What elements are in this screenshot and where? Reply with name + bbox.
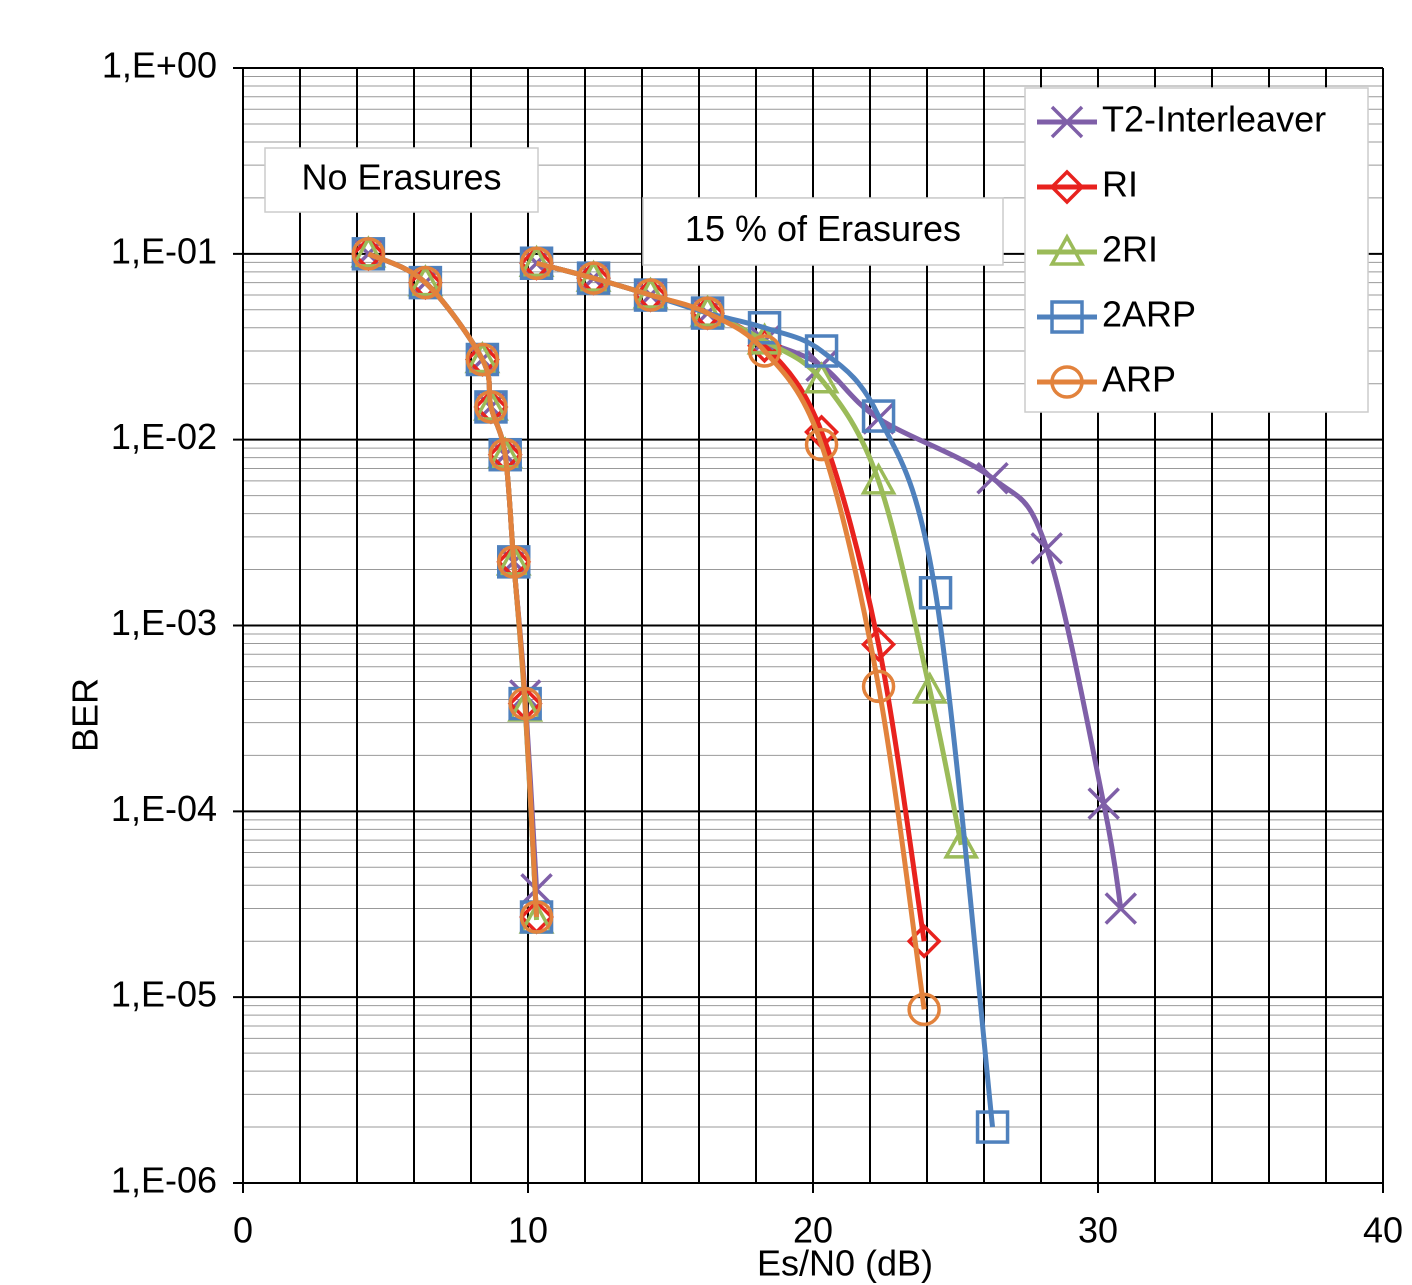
marker <box>747 311 782 345</box>
marker <box>408 265 443 300</box>
legend-marker <box>1049 169 1085 205</box>
marker <box>861 669 896 704</box>
annotation: 15 % of Erasures <box>685 208 961 249</box>
marker <box>472 388 509 421</box>
marker <box>860 462 897 495</box>
series-line <box>367 251 927 942</box>
marker <box>911 671 948 704</box>
y-tick-label: 1,E-05 <box>111 974 217 1015</box>
legend-marker <box>1049 233 1085 266</box>
marker <box>350 235 387 268</box>
marker <box>975 1110 1010 1144</box>
annotation-box <box>642 197 1004 266</box>
legend-marker <box>1050 105 1084 139</box>
legend-entry: 2ARP <box>1037 294 1196 335</box>
legend-entry: ARP <box>1037 359 1176 400</box>
marker <box>519 246 554 280</box>
marker <box>464 340 501 374</box>
marker <box>747 334 782 368</box>
marker <box>1087 787 1120 820</box>
y-tick-label: 1,E-06 <box>111 1160 217 1201</box>
x-tick-label: 10 <box>508 1210 548 1251</box>
marker <box>1030 532 1063 565</box>
marker <box>861 399 896 433</box>
legend-label: 2RI <box>1102 229 1158 270</box>
y-axis-title: BER <box>65 678 106 752</box>
marker <box>474 390 508 424</box>
marker <box>804 334 839 368</box>
y-tick-label: 1,E-01 <box>111 230 217 271</box>
marker <box>465 342 500 377</box>
legend-marker <box>1050 300 1084 334</box>
legend-entry: RI <box>1037 164 1138 205</box>
x-tick-label: 40 <box>1363 1210 1403 1251</box>
y-tick-label: 1,E+00 <box>102 45 217 86</box>
series-line <box>367 251 996 1128</box>
x-axis-title: Es/N0 (dB) <box>757 1243 933 1284</box>
marker <box>804 427 839 462</box>
series-line <box>367 251 1124 909</box>
series-line <box>367 251 927 1010</box>
marker <box>497 545 531 579</box>
legend-label: RI <box>1102 164 1138 205</box>
marker <box>803 361 840 394</box>
legend: T2-Interleaver RI 2RI 2ARP ARP <box>1024 87 1369 413</box>
annotation-box <box>264 147 539 213</box>
legend-label: 2ARP <box>1102 294 1196 335</box>
marker <box>519 900 554 934</box>
x-tick-label: 30 <box>1078 1210 1118 1251</box>
marker <box>508 686 542 721</box>
marker <box>918 576 953 610</box>
marker <box>518 244 555 277</box>
legend-entry: T2-Interleaver <box>1037 99 1326 140</box>
marker <box>943 826 980 859</box>
y-tick-label: 1,E-02 <box>111 416 217 457</box>
marker <box>907 992 941 1027</box>
marker <box>407 264 444 297</box>
legend-entry: 2RI <box>1037 229 1158 270</box>
legend-label: ARP <box>1102 359 1176 400</box>
y-tick-label: 1,E-03 <box>111 602 217 643</box>
x-tick-label: 20 <box>793 1210 833 1251</box>
marker <box>1104 892 1138 925</box>
marker <box>976 462 1009 495</box>
legend-marker <box>1050 365 1084 399</box>
marker <box>351 237 386 271</box>
marker <box>488 437 522 472</box>
annotation: No Erasures <box>301 157 501 198</box>
marker <box>633 278 668 312</box>
marker <box>576 261 611 295</box>
x-tick-label: 0 <box>233 1210 253 1251</box>
y-tick-label: 1,E-04 <box>111 788 217 829</box>
marker <box>690 296 725 330</box>
legend-label: T2-Interleaver <box>1102 99 1326 140</box>
